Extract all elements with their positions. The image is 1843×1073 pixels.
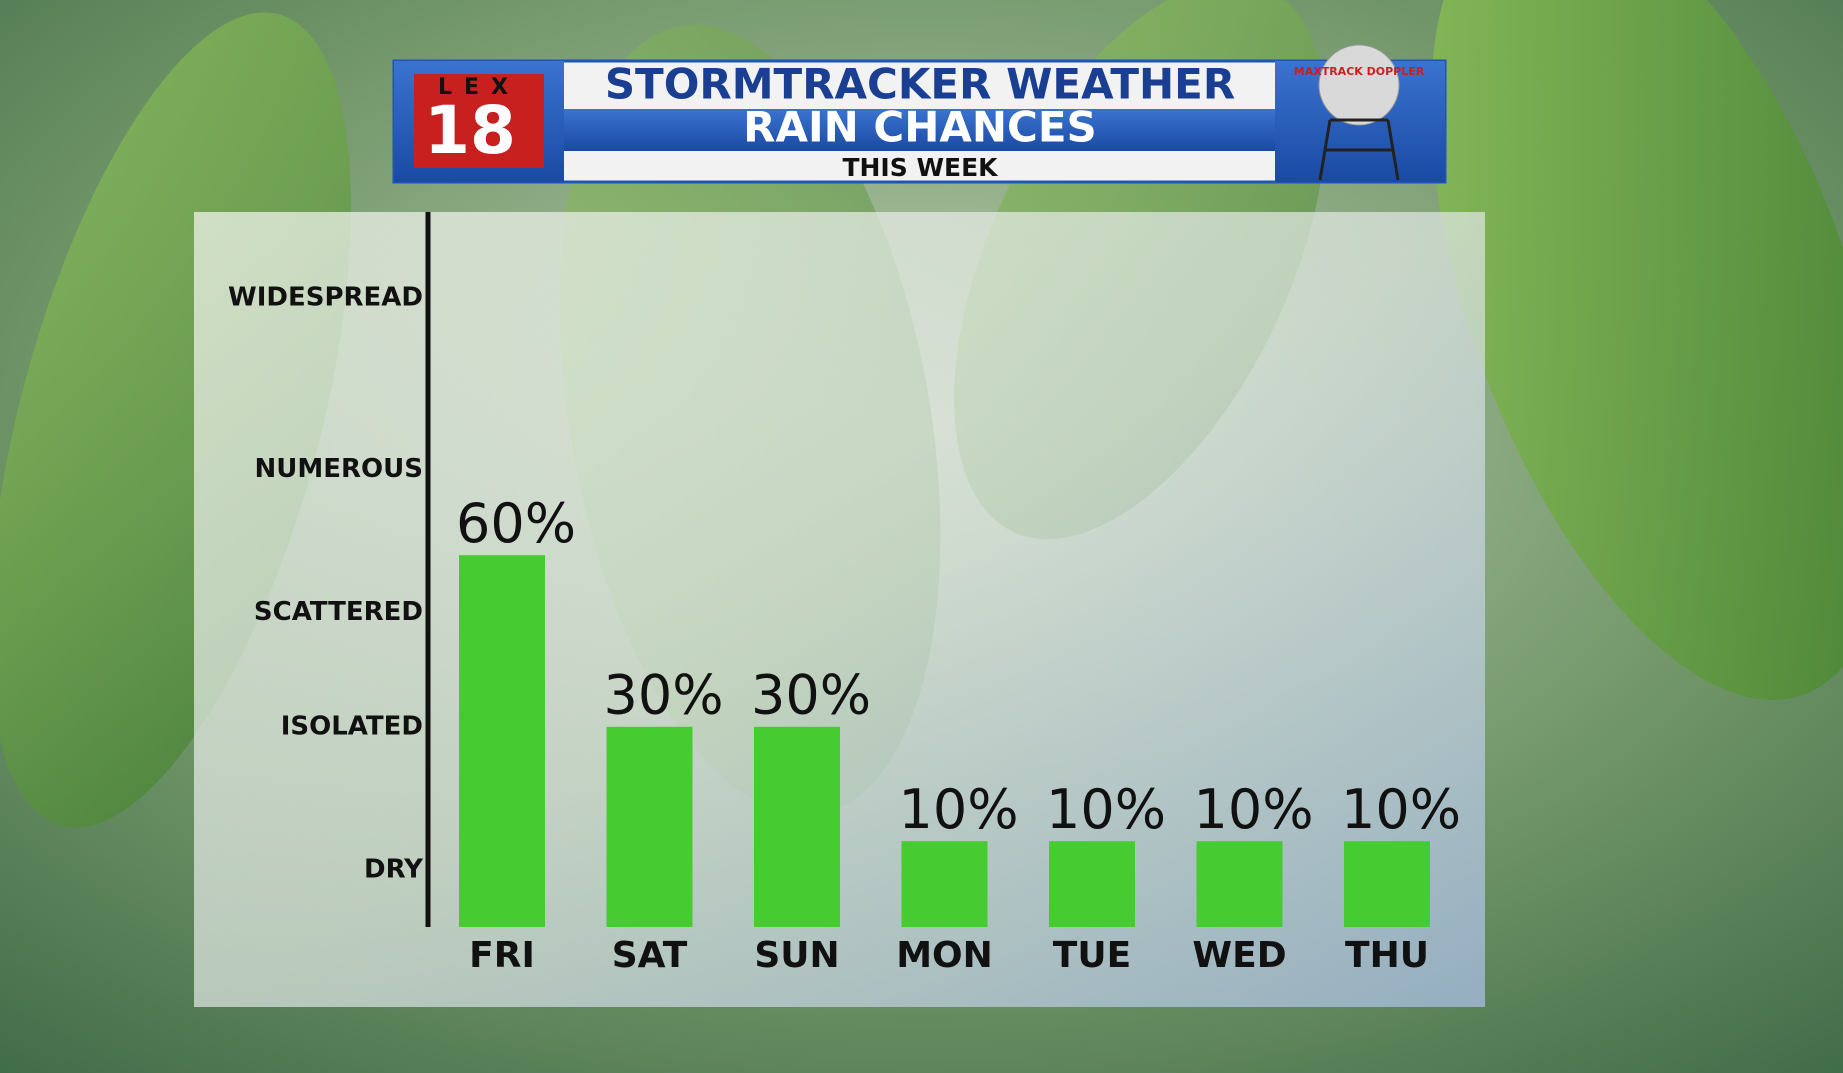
x-tick-label: SUN xyxy=(754,935,839,976)
plot: DRY ISOLATED SCATTERED NUMEROUS WIDESPREAD 60… xyxy=(228,282,1461,976)
y-tick-label: DRY xyxy=(364,854,424,884)
chart-title: STORMTRACKER WEATHER xyxy=(605,60,1235,109)
x-tick-label: WED xyxy=(1192,935,1286,976)
y-tick-label: NUMEROUS xyxy=(255,454,423,484)
y-tick-label: ISOLATED xyxy=(281,711,423,741)
bar xyxy=(1344,841,1430,927)
header: STORMTRACKER WEATHER RAIN CHANCES THIS W… xyxy=(392,44,1447,184)
value-label: 10% xyxy=(1046,778,1166,841)
value-label: 10% xyxy=(1341,778,1461,841)
x-tick-label: SAT xyxy=(612,935,688,976)
x-tick-label: MON xyxy=(896,935,993,976)
leaf xyxy=(1430,0,1843,700)
bar xyxy=(606,726,693,927)
value-label: 10% xyxy=(1193,778,1313,841)
y-tick-label: WIDESPREAD xyxy=(228,282,423,312)
radar-tower xyxy=(1318,118,1400,181)
radar-logo-text: MAXTRACK DOPPLER xyxy=(1294,65,1425,78)
station-number: 18 xyxy=(424,92,516,169)
value-label: 30% xyxy=(603,663,723,726)
value-label: 30% xyxy=(751,663,871,726)
bar xyxy=(901,841,988,927)
y-tick-label: SCATTERED xyxy=(254,597,423,627)
chart-subtitle: RAIN CHANCES xyxy=(743,103,1097,152)
station-letters: LEX xyxy=(438,75,520,100)
bar xyxy=(754,726,840,927)
radar-dome xyxy=(1318,44,1400,126)
bar xyxy=(1196,841,1283,927)
station-logo-badge xyxy=(414,74,544,168)
value-label: 10% xyxy=(898,778,1018,841)
x-tick-label: FRI xyxy=(469,935,535,976)
x-tick-label: TUE xyxy=(1053,935,1131,976)
value-label: 60% xyxy=(456,492,576,555)
bar xyxy=(459,555,545,927)
header-band xyxy=(564,109,1275,151)
x-tick-label: THU xyxy=(1345,935,1429,976)
bar xyxy=(1049,841,1135,927)
chart-caption: THIS WEEK xyxy=(842,153,999,182)
